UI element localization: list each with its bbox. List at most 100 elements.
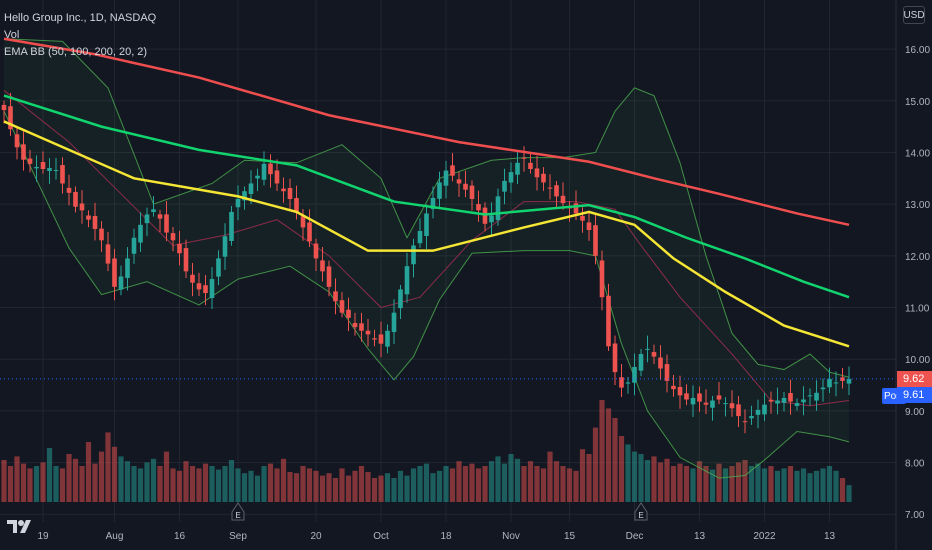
candle-body	[222, 236, 228, 257]
volume-bar	[300, 466, 306, 502]
volume-bar	[508, 454, 514, 502]
candle-body	[632, 366, 637, 383]
candle-body	[242, 191, 247, 201]
volume-bar	[332, 478, 339, 502]
candle-body	[287, 188, 293, 199]
candle-body	[131, 237, 137, 254]
candle-body	[710, 400, 715, 408]
candle-body	[170, 233, 176, 241]
price-label: 12.00	[905, 252, 930, 263]
volume-bar	[157, 466, 163, 502]
candle-body	[307, 222, 312, 242]
volume-bar	[651, 456, 657, 502]
candle-body	[807, 395, 813, 397]
ema-bb-indicator-label[interactable]: EMA BB (50, 100, 200, 20, 2)	[4, 46, 148, 58]
candle-body	[326, 266, 332, 287]
volume-bar	[150, 458, 157, 502]
candle-body	[53, 170, 59, 172]
volume-bar	[280, 458, 287, 502]
volume-bar	[20, 463, 27, 502]
candle-body	[274, 170, 280, 184]
candle-body	[73, 191, 78, 207]
volume-bar	[813, 470, 820, 502]
time-label: 16	[174, 531, 186, 542]
candle-body	[235, 198, 241, 208]
candle-body	[47, 167, 52, 171]
candle-body	[313, 243, 319, 259]
candle-body	[528, 162, 533, 170]
candle-body	[541, 173, 546, 183]
volume-bar	[66, 454, 72, 502]
volume-bar	[826, 466, 833, 502]
volume-bar	[534, 466, 540, 502]
volume-bar	[462, 466, 469, 502]
candle-body	[677, 386, 683, 396]
candle-body	[593, 225, 598, 256]
volume-bar	[722, 468, 729, 502]
volume-bar	[59, 468, 66, 502]
currency-button[interactable]: USD	[903, 6, 925, 24]
symbol-title[interactable]: Hello Group Inc., 1D, NASDAQ	[4, 12, 157, 24]
candle-body	[450, 165, 455, 176]
candle-body	[99, 228, 104, 241]
candle-body	[346, 309, 351, 318]
volume-bar	[540, 468, 547, 502]
volume-bar	[105, 432, 111, 502]
candle-body	[365, 330, 371, 335]
volume-bar	[664, 458, 670, 502]
volume-bar	[527, 461, 534, 502]
candle-body	[255, 175, 260, 179]
volume-bar	[579, 449, 586, 502]
volume-bar	[209, 466, 215, 502]
candle-body	[762, 404, 767, 415]
volume-bar	[495, 456, 501, 502]
volume-bar	[313, 470, 319, 502]
volume-bar	[144, 462, 150, 502]
candle-body	[645, 348, 650, 350]
candle-body	[794, 403, 800, 406]
candlesticks	[1, 92, 852, 434]
volume-bar	[1, 460, 7, 502]
volume-bar	[586, 454, 592, 502]
volume-bar	[287, 472, 293, 502]
volume-bar	[820, 468, 826, 502]
candle-body	[723, 403, 728, 405]
volume-bar	[430, 473, 436, 502]
volume-bar	[800, 468, 807, 502]
candle-body	[138, 224, 143, 243]
volume-bar	[553, 461, 560, 502]
candle-body	[606, 295, 611, 347]
volume-bar	[449, 468, 456, 502]
candle-body	[359, 323, 364, 331]
volume-bar	[92, 463, 98, 502]
price-label: 14.00	[905, 148, 930, 159]
volume-bar	[781, 468, 787, 502]
ema50-line	[3, 120, 850, 348]
price-label: 10.00	[905, 355, 930, 366]
volume-bar	[774, 470, 781, 502]
price-axis[interactable]: 16.00 15.00 14.00 13.00 12.00 11.00 10.00 9.00 8…	[905, 45, 930, 521]
volume-bar	[53, 466, 59, 502]
time-axis[interactable]: 19 Aug 16 Sep 20 Oct 18 Nov 15 Dec 13 2022 13	[37, 531, 835, 542]
volume-bar	[326, 473, 332, 502]
volume-bar	[690, 468, 696, 502]
bb-fill	[4, 38, 849, 479]
volume-bar	[703, 466, 709, 502]
volume-bar	[729, 466, 735, 502]
candle-body	[489, 215, 494, 223]
volume-bar	[293, 473, 300, 502]
candle-body	[495, 196, 501, 221]
volume-indicator-label[interactable]: Vol	[4, 29, 20, 41]
candle-body	[40, 162, 46, 170]
candle-body	[638, 354, 644, 371]
candle-body	[8, 106, 13, 130]
candle-body	[658, 357, 663, 369]
candle-body	[294, 198, 299, 212]
candle-body	[456, 179, 462, 184]
time-label: 18	[440, 531, 452, 542]
volume-bar	[547, 451, 553, 502]
tradingview-logo[interactable]	[6, 515, 36, 539]
candle-body	[801, 399, 806, 403]
